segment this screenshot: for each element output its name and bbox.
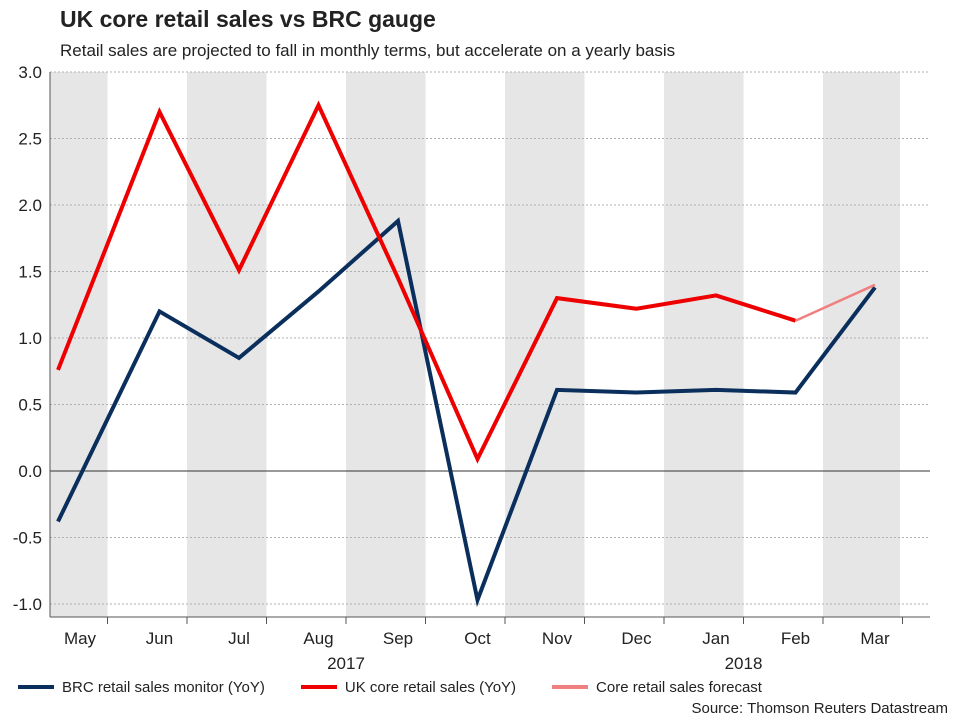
legend-label-forecast: Core retail sales forecast xyxy=(596,678,762,696)
y-tick-label: -1.0 xyxy=(13,595,42,614)
legend-swatch-brc xyxy=(18,685,54,689)
year-label: 2018 xyxy=(725,654,763,673)
shaded-bands xyxy=(50,72,900,617)
x-tick-label: Aug xyxy=(303,629,333,648)
x-tick-label: Jan xyxy=(702,629,729,648)
legend: BRC retail sales monitor (YoY) UK core r… xyxy=(18,676,798,698)
x-tick-label: Jul xyxy=(228,629,250,648)
shaded-band-may xyxy=(50,72,108,617)
series-lines xyxy=(56,100,877,608)
shaded-band-jan xyxy=(664,72,744,617)
y-tick-label: 2.0 xyxy=(18,196,42,215)
axes xyxy=(49,72,930,624)
legend-label-brc: BRC retail sales monitor (YoY) xyxy=(62,678,265,696)
y-tick-label: 3.0 xyxy=(18,63,42,82)
y-tick-label: 1.5 xyxy=(18,263,42,282)
y-tick-label: 2.5 xyxy=(18,130,42,149)
legend-item-core-retail: UK core retail sales (YoY) xyxy=(300,678,517,696)
source-note: Source: Thomson Reuters Datastream xyxy=(691,700,948,717)
y-tick-label: 0.5 xyxy=(18,396,42,415)
tick-labels: -1.0 -0.5 0.0 0.5 1.0 1.5 2.0 2.5 3.0 May Jun Jul Au… xyxy=(13,63,890,673)
legend-swatch-core-retail xyxy=(300,685,337,689)
gridlines xyxy=(50,71,930,605)
series-line-forecast xyxy=(794,283,876,322)
chart-title: UK core retail sales vs BRC gauge xyxy=(60,6,436,32)
x-tick-label: Oct xyxy=(464,629,491,648)
year-label: 2017 xyxy=(327,654,365,673)
x-tick-label: Sep xyxy=(383,629,413,648)
chart-subtitle: Retail sales are projected to fall in mo… xyxy=(60,41,676,60)
shaded-band-sep xyxy=(346,72,426,617)
legend-swatch-forecast xyxy=(552,685,589,689)
x-tick-label: Dec xyxy=(621,629,652,648)
series-line-brc xyxy=(56,217,877,608)
x-tick-label: Feb xyxy=(781,629,810,648)
y-tick-label: 0.0 xyxy=(18,462,42,481)
series-line-core-retail xyxy=(56,100,797,464)
x-tick-label: May xyxy=(64,629,97,648)
y-tick-label: 1.0 xyxy=(18,329,42,348)
legend-item-brc: BRC retail sales monitor (YoY) xyxy=(18,679,265,696)
x-tick-label: Jun xyxy=(146,629,173,648)
y-tick-label: -0.5 xyxy=(13,529,42,548)
x-tick-label: Mar xyxy=(860,629,890,648)
shaded-band-nov xyxy=(505,72,585,617)
legend-item-forecast: Core retail sales forecast xyxy=(552,679,762,696)
legend-label-core-retail: UK core retail sales (YoY) xyxy=(344,678,517,696)
x-tick-label: Nov xyxy=(542,629,573,648)
shaded-band-mar xyxy=(823,72,900,617)
